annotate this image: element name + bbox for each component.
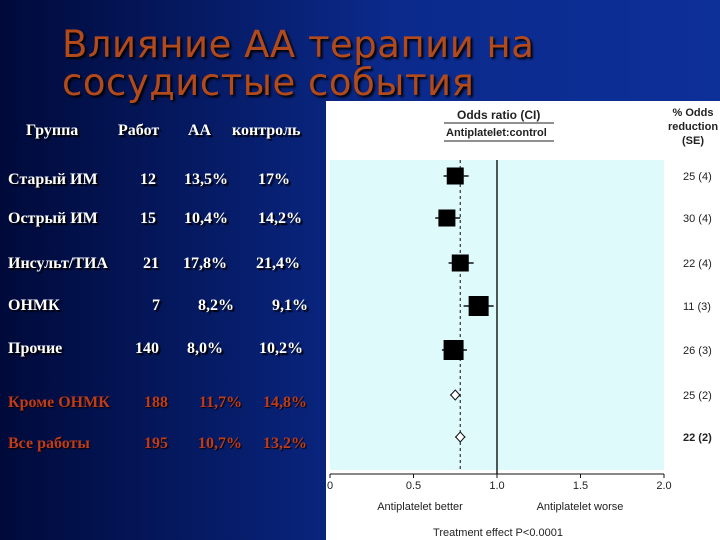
row-aa: 17,8% bbox=[183, 255, 227, 272]
odds-ratio-marker bbox=[446, 167, 464, 185]
x-tick-label: 0 bbox=[327, 480, 333, 492]
pooled-estimate-marker bbox=[450, 389, 461, 401]
summary-trials: 195 bbox=[144, 435, 168, 452]
row-group: Старый ИМ bbox=[8, 171, 98, 188]
row-control: 14,2% bbox=[258, 210, 302, 227]
slide-title-line-2: сосудистые события bbox=[62, 61, 475, 104]
row-aa: 8,2% bbox=[198, 297, 234, 314]
odds-ratio-marker bbox=[438, 209, 456, 227]
row-trials: 21 bbox=[143, 255, 159, 272]
header-group: Группа bbox=[26, 122, 79, 139]
treatment-effect-footer: Treatment effect P<0.0001 bbox=[433, 527, 563, 539]
forest-plot-panel: Odds ratio (CI) Antiplatelet:control % Odd… bbox=[326, 101, 720, 540]
header-title: Odds ratio (CI) bbox=[457, 108, 540, 122]
row-aa: 8,0% bbox=[187, 340, 223, 357]
slide-title-line-1: Влияние АА терапии на bbox=[62, 23, 535, 66]
reduction-value: 30 (4) bbox=[683, 213, 712, 225]
slide-title: Влияние АА терапии на сосудистые события bbox=[62, 26, 662, 102]
header-control: контроль bbox=[232, 122, 301, 139]
x-tick-label: 1.5 bbox=[573, 480, 588, 492]
odds-ratio-marker bbox=[451, 254, 469, 272]
pooled-estimate-marker bbox=[455, 431, 466, 443]
reduction-value: 25 (4) bbox=[683, 171, 712, 183]
row-trials: 7 bbox=[152, 297, 160, 314]
x-tick-label: 1.0 bbox=[489, 480, 504, 492]
row-trials: 15 bbox=[140, 210, 156, 227]
row-group: Прочие bbox=[8, 340, 63, 357]
row-control: 10,2% bbox=[259, 340, 303, 357]
odds-ratio-marker bbox=[443, 340, 464, 360]
x-tick-label: 0.5 bbox=[406, 480, 421, 492]
row-group: ОНМК bbox=[8, 297, 60, 314]
summary-control: 13,2% bbox=[263, 435, 307, 452]
row-trials: 12 bbox=[140, 171, 156, 188]
reduction-value: 22 (4) bbox=[683, 258, 712, 270]
reduction-header: (SE) bbox=[682, 135, 704, 147]
row-aa: 10,4% bbox=[184, 210, 228, 227]
summary-group: Все работы bbox=[8, 435, 90, 452]
odds-ratio-marker bbox=[468, 296, 489, 316]
row-control: 17% bbox=[258, 171, 290, 188]
row-aa: 13,5% bbox=[184, 171, 228, 188]
reduction-value: 11 (3) bbox=[683, 301, 711, 313]
row-group: Острый ИМ bbox=[8, 210, 98, 227]
header-aa: АА bbox=[188, 122, 212, 139]
summary-group: Кроме ОНМК bbox=[8, 394, 110, 411]
summary-aa: 11,7% bbox=[199, 394, 243, 411]
summary-trials: 188 bbox=[144, 394, 168, 411]
xlabel-left: Antiplatelet better bbox=[377, 501, 463, 513]
header-subtitle: Antiplatelet:control bbox=[446, 127, 547, 139]
row-trials: 140 bbox=[135, 340, 159, 357]
reduction-value: 26 (3) bbox=[683, 345, 712, 357]
x-tick-label: 2.0 bbox=[656, 480, 671, 492]
reduction-value: 22 (2) bbox=[683, 432, 712, 444]
row-control: 9,1% bbox=[272, 297, 308, 314]
reduction-header: % Odds bbox=[673, 107, 714, 119]
forest-plot: Odds ratio (CI) Antiplatelet:control % Odd… bbox=[327, 107, 718, 539]
reduction-header: reduction bbox=[668, 121, 718, 133]
summary-control: 14,8% bbox=[263, 394, 307, 411]
reduction-value: 25 (2) bbox=[683, 390, 712, 402]
xlabel-right: Antiplatelet worse bbox=[537, 501, 624, 513]
header-trials: Работ bbox=[118, 122, 160, 139]
row-control: 21,4% bbox=[256, 255, 300, 272]
summary-aa: 10,7% bbox=[198, 435, 242, 452]
row-group: Инсульт/ТИА bbox=[8, 255, 108, 272]
